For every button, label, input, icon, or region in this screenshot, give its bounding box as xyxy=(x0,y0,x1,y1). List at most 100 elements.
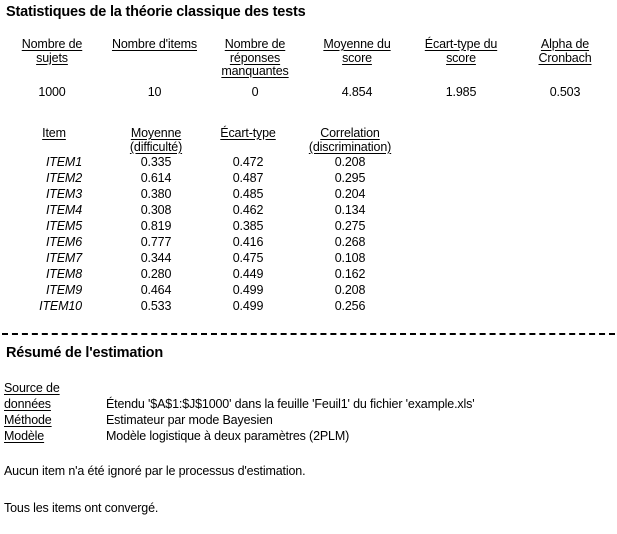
section-divider xyxy=(2,333,615,341)
cell-correlation: 0.208 xyxy=(334,283,366,297)
cell-correlation: 0.134 xyxy=(334,203,366,217)
label-methode: Méthode xyxy=(4,412,106,428)
column-header-moyenne-difficulte: Moyenne (difficulté) xyxy=(108,126,204,154)
cell-correlation: 0.208 xyxy=(334,155,366,169)
header-line: Écart-type xyxy=(220,126,276,140)
table-row: 1000 10 0 4.854 1.985 0.503 xyxy=(0,79,617,100)
value-reponses-manquantes: 0 xyxy=(251,84,259,99)
cell-ecart-type: 0.475 xyxy=(232,251,264,265)
estimation-summary-table: Source de données Étendu '$A$1:$J$1000' … xyxy=(4,380,475,444)
cell-moyenne: 0.308 xyxy=(140,203,172,217)
cell-correlation: 0.108 xyxy=(334,251,366,265)
column-header-reponses-manquantes: Nombre de réponses manquantes xyxy=(205,37,305,79)
cell-moyenne: 0.280 xyxy=(140,267,172,281)
cell-item-name: ITEM5 xyxy=(45,219,82,233)
column-header-item: Item xyxy=(0,126,108,154)
value-modele: Modèle logistique à deux paramètres (2PL… xyxy=(106,429,350,443)
item-statistics-table: Item Moyenne (difficulté) Écart-type Cor… xyxy=(0,126,408,314)
cell-item-name: ITEM10 xyxy=(39,299,82,313)
value-moyenne-score: 4.854 xyxy=(341,84,373,99)
cell-moyenne: 0.533 xyxy=(140,299,172,313)
column-header-correlation-discrimination: Correlation (discrimination) xyxy=(292,126,408,154)
header-line: sujets xyxy=(36,50,68,65)
header-line: (difficulté) xyxy=(129,140,183,154)
label-line: Modèle xyxy=(4,429,45,443)
cell-item-name: ITEM8 xyxy=(45,267,82,281)
value-nombre-items: 10 xyxy=(147,84,162,99)
cell-item-name: ITEM3 xyxy=(45,187,82,201)
value-alpha-cronbach: 0.503 xyxy=(549,84,581,99)
source-value-text: Étendu '$A$1:$J$1000' dans la feuille 'F… xyxy=(106,397,475,411)
header-line: Nombre de xyxy=(224,37,286,51)
table-row-methode: Méthode Estimateur par mode Bayesien xyxy=(4,412,474,428)
cell-correlation: 0.256 xyxy=(334,299,366,313)
cell-moyenne: 0.819 xyxy=(140,219,172,233)
header-line: Cronbach xyxy=(538,50,592,65)
table-row-modele: Modèle Modèle logistique à deux paramètr… xyxy=(4,428,474,444)
header-line: réponses xyxy=(229,50,281,65)
table-row: ITEM5 0.819 0.385 0.275 xyxy=(0,218,408,234)
header-line: (discrimination) xyxy=(308,140,392,154)
cell-moyenne: 0.614 xyxy=(140,171,172,185)
label-line: données xyxy=(4,397,51,411)
label-source-donnees: Source de données xyxy=(4,380,106,412)
header-line: Nombre de xyxy=(21,37,83,51)
table-row: ITEM1 0.335 0.472 0.208 xyxy=(0,154,408,170)
cell-ecart-type: 0.472 xyxy=(232,155,264,169)
column-header-nombre-items: Nombre d'items xyxy=(104,37,205,79)
header-line: Moyenne xyxy=(130,126,182,140)
table-row: ITEM2 0.614 0.487 0.295 xyxy=(0,170,408,186)
label-modele: Modèle xyxy=(4,428,106,444)
column-header-moyenne-score: Moyenne du score xyxy=(305,37,409,79)
estimation-summary-title: Résumé de l'estimation xyxy=(6,345,163,361)
cell-moyenne: 0.344 xyxy=(140,251,172,265)
cell-ecart-type: 0.416 xyxy=(232,235,264,249)
table-row: ITEM6 0.777 0.416 0.268 xyxy=(0,234,408,250)
header-line: Écart-type du xyxy=(424,37,498,51)
cell-item-name: ITEM9 xyxy=(45,283,82,297)
cell-ecart-type: 0.485 xyxy=(232,187,264,201)
cell-moyenne: 0.335 xyxy=(140,155,172,169)
cell-correlation: 0.268 xyxy=(334,235,366,249)
cell-ecart-type: 0.385 xyxy=(232,219,264,233)
header-line: Moyenne du xyxy=(323,37,391,51)
label-line: Source de xyxy=(4,381,60,395)
cell-item-name: ITEM2 xyxy=(45,171,82,185)
header-line: score xyxy=(342,50,372,65)
cell-correlation: 0.162 xyxy=(334,267,366,281)
page-title: Statistiques de la théorie classique des… xyxy=(6,4,306,20)
table-row-source: Source de données Étendu '$A$1:$J$1000' … xyxy=(4,380,475,412)
value-ecart-type-score: 1.985 xyxy=(445,84,477,99)
column-header-ecart-type-score: Écart-type du score xyxy=(409,37,513,79)
table-row: ITEM10 0.533 0.499 0.256 xyxy=(0,298,408,314)
cell-moyenne: 0.777 xyxy=(140,235,172,249)
table-header-row: Item Moyenne (difficulté) Écart-type Cor… xyxy=(0,126,408,154)
cell-correlation: 0.275 xyxy=(334,219,366,233)
header-line: manquantes xyxy=(221,64,289,78)
column-header-alpha-cronbach: Alpha de Cronbach xyxy=(513,37,617,79)
header-line: Nombre d'items xyxy=(111,37,198,51)
column-header-nombre-sujets: Nombre de sujets xyxy=(0,37,104,79)
column-header-ecart-type: Écart-type xyxy=(204,126,292,154)
cell-ecart-type: 0.499 xyxy=(232,283,264,297)
table-row: ITEM7 0.344 0.475 0.108 xyxy=(0,250,408,266)
header-line: Alpha de xyxy=(540,37,590,51)
value-source-donnees: Étendu '$A$1:$J$1000' dans la feuille 'F… xyxy=(106,380,475,412)
cell-correlation: 0.204 xyxy=(334,187,366,201)
cell-ecart-type: 0.487 xyxy=(232,171,264,185)
cell-item-name: ITEM1 xyxy=(45,155,82,169)
cell-ecart-type: 0.449 xyxy=(232,267,264,281)
cell-ecart-type: 0.462 xyxy=(232,203,264,217)
cell-moyenne: 0.464 xyxy=(140,283,172,297)
table-row: ITEM9 0.464 0.499 0.208 xyxy=(0,282,408,298)
header-line: Correlation xyxy=(320,126,380,140)
table-header-row: Nombre de sujets Nombre d'items Nombre d… xyxy=(0,37,617,79)
note-items-ignored: Aucun item n'a été ignoré par le process… xyxy=(4,464,306,478)
value-methode: Estimateur par mode Bayesien xyxy=(106,413,273,427)
divider-rule xyxy=(2,333,615,335)
header-line: score xyxy=(446,50,476,65)
cell-item-name: ITEM6 xyxy=(45,235,82,249)
cell-item-name: ITEM7 xyxy=(45,251,82,265)
header-line: Item xyxy=(42,126,66,140)
